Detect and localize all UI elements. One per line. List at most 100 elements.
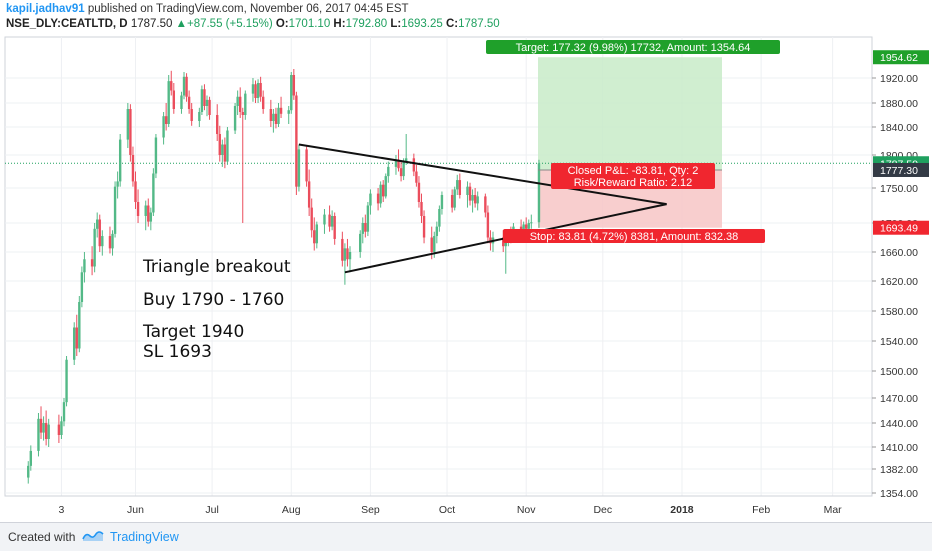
x-tick-label: Oct <box>439 504 455 516</box>
x-tick-label: 2018 <box>670 504 694 516</box>
pnl-label-bg <box>551 163 715 189</box>
target-label-bg <box>486 40 780 54</box>
candle-body <box>468 186 472 201</box>
candle-body <box>397 160 400 169</box>
annotation-text: Triangle breakout <box>142 257 291 277</box>
x-tick-label: 3 <box>59 504 65 516</box>
price-tag-bg <box>873 50 929 65</box>
publish-line: kapil.jadhav91 published on TradingView.… <box>6 3 409 15</box>
y-tick-label: 1920.00 <box>880 73 918 85</box>
candle-body <box>218 134 221 155</box>
chart-canvas: 3 Jun Jul Aug Sep Oct Nov Dec 2018 Feb Mar Target: … <box>4 36 929 516</box>
candle-body <box>486 212 490 238</box>
candle-body <box>369 193 372 206</box>
candle-body <box>236 96 239 106</box>
y-tick-label: 1470.00 <box>880 393 918 405</box>
candle-body <box>450 195 454 208</box>
stop-label-bg <box>503 229 765 243</box>
trendline <box>298 143 667 206</box>
candle-body <box>187 96 191 109</box>
candle-body <box>384 176 387 197</box>
candle-body <box>152 173 155 213</box>
candle-body <box>244 93 247 115</box>
x-tick-label: Aug <box>282 504 301 516</box>
candle-body <box>98 219 101 247</box>
candle-body <box>221 144 224 155</box>
target-label-text: Target: 177.32 (9.98%) 17732, Amount: 13… <box>516 42 751 54</box>
candle-body <box>261 96 265 109</box>
candle-body <box>297 149 301 187</box>
candle-body <box>131 155 135 182</box>
candle-body <box>473 195 477 204</box>
candle-body <box>78 302 81 349</box>
y-tick-label: 1440.00 <box>880 418 918 430</box>
price-tag-stop: 1693.49 <box>873 220 929 235</box>
candle-body <box>164 116 168 124</box>
candle-body <box>530 222 533 224</box>
open-label: O: <box>275 18 289 30</box>
candle-body <box>430 237 433 252</box>
candle-body <box>126 109 130 140</box>
candle-body <box>387 166 390 177</box>
publish-info: published on TradingView.com, November 0… <box>87 3 409 15</box>
candle-body <box>341 238 344 261</box>
price-tag-text: 1693.49 <box>880 223 918 235</box>
created-with-label: Created with <box>8 530 76 544</box>
candle-body <box>366 205 370 232</box>
x-tick-label: Jul <box>205 504 218 516</box>
candle-body <box>238 96 242 112</box>
candle-body <box>129 109 132 155</box>
x-tick-label: Nov <box>517 504 536 516</box>
close-label: C: <box>445 18 459 30</box>
candle-body <box>466 186 469 195</box>
candle-body <box>180 95 183 109</box>
candle-body <box>27 465 30 478</box>
candle-body <box>254 84 257 98</box>
annotation-text: Target 1940 <box>142 322 244 342</box>
y-tick-label: 1382.00 <box>880 464 918 476</box>
tradingview-brand-link[interactable]: TradingView <box>110 530 179 544</box>
y-tick-label: 1580.00 <box>880 306 918 318</box>
tradingview-logo-icon <box>82 531 104 541</box>
x-tick-label: Sep <box>361 504 380 516</box>
candle-body <box>310 207 313 231</box>
candle-body <box>476 196 479 204</box>
candle-body <box>90 259 94 267</box>
candle-body <box>170 81 173 91</box>
candle-body <box>274 113 278 124</box>
y-tick-label: 1750.00 <box>880 183 918 195</box>
candle-body <box>208 99 211 115</box>
low-label: L: <box>390 18 402 30</box>
candle-body <box>108 236 112 249</box>
candle-body <box>328 214 331 227</box>
x-tick-label: Dec <box>593 504 612 516</box>
low-value: 1693.25 <box>401 18 443 30</box>
candle-body <box>136 202 140 216</box>
candle-body <box>272 113 275 121</box>
x-tick-label: Feb <box>752 504 770 516</box>
candle-body <box>415 171 418 183</box>
candle-body <box>422 216 426 238</box>
candle-body <box>162 116 165 138</box>
footer-bar: Created with TradingView <box>0 522 932 551</box>
candle-body <box>313 230 316 244</box>
candle-body <box>95 219 99 229</box>
candle-body <box>42 423 45 433</box>
candle-body <box>75 327 78 349</box>
candle-body <box>399 168 403 177</box>
candle-body <box>185 76 188 97</box>
candle-body <box>537 163 541 223</box>
candle-body <box>233 106 237 131</box>
candle-body <box>420 202 423 216</box>
candle-body <box>111 233 114 249</box>
candle-body <box>290 75 293 111</box>
candle-body <box>527 223 530 229</box>
candle-body <box>256 83 260 98</box>
annotation-text: Buy 1790 - 1760 <box>143 290 284 310</box>
high-label: H: <box>333 18 346 30</box>
open-value: 1701.10 <box>288 18 331 30</box>
author-link[interactable]: kapil.jadhav91 <box>6 3 85 15</box>
candle-body <box>80 272 84 302</box>
candle-body <box>522 224 525 232</box>
